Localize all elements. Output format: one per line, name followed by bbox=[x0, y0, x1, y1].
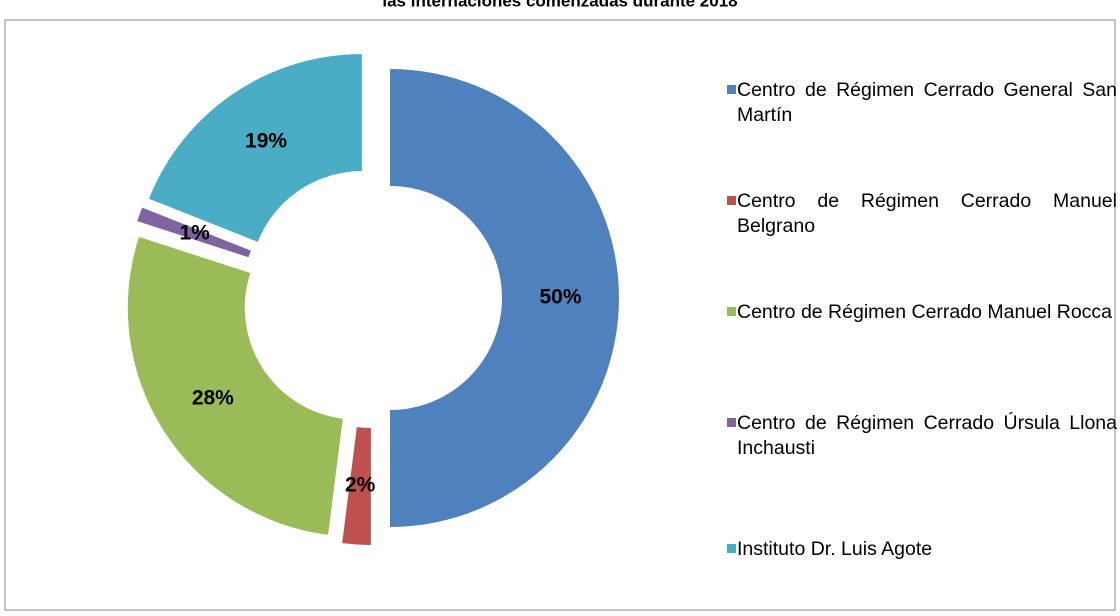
legend-swatch bbox=[727, 307, 736, 316]
legend-swatch bbox=[727, 418, 736, 427]
legend-item: Centro de Régimen Cerrado Úrsula Llona I… bbox=[727, 411, 1117, 461]
legend-swatch bbox=[727, 196, 736, 205]
legend-label: Instituto Dr. Luis Agote bbox=[737, 538, 933, 560]
legend-item: Centro de Régimen Cerrado General San Ma… bbox=[727, 78, 1117, 128]
data-label: 1% bbox=[179, 222, 210, 245]
legend-label: Centro de Régimen Cerrado Manuel Belgran… bbox=[737, 190, 1117, 237]
chart-border bbox=[4, 19, 1116, 611]
donut-slice bbox=[137, 207, 251, 258]
legend-swatch bbox=[727, 544, 736, 553]
legend-item: Centro de Régimen Cerrado Manuel Belgran… bbox=[727, 189, 1117, 239]
data-label: 28% bbox=[192, 387, 234, 410]
donut-slice bbox=[148, 54, 362, 242]
data-label: 50% bbox=[539, 286, 581, 309]
donut-slice bbox=[127, 236, 343, 535]
data-label: 2% bbox=[345, 474, 376, 497]
chart-title: las internaciones comenzadas durante 201… bbox=[382, 0, 737, 10]
legend-label: Centro de Régimen Cerrado Manuel Rocca bbox=[737, 301, 1113, 323]
legend-label: Centro de Régimen Cerrado Úrsula Llona I… bbox=[737, 412, 1117, 459]
donut-slice bbox=[390, 69, 619, 527]
data-label: 19% bbox=[245, 130, 287, 153]
legend-swatch bbox=[727, 85, 736, 94]
legend-label: Centro de Régimen Cerrado General San Ma… bbox=[737, 79, 1117, 126]
legend-item: Centro de Régimen Cerrado Manuel Rocca bbox=[727, 300, 1117, 325]
donut-slice bbox=[342, 427, 371, 545]
legend-item: Instituto Dr. Luis Agote bbox=[727, 537, 1117, 562]
